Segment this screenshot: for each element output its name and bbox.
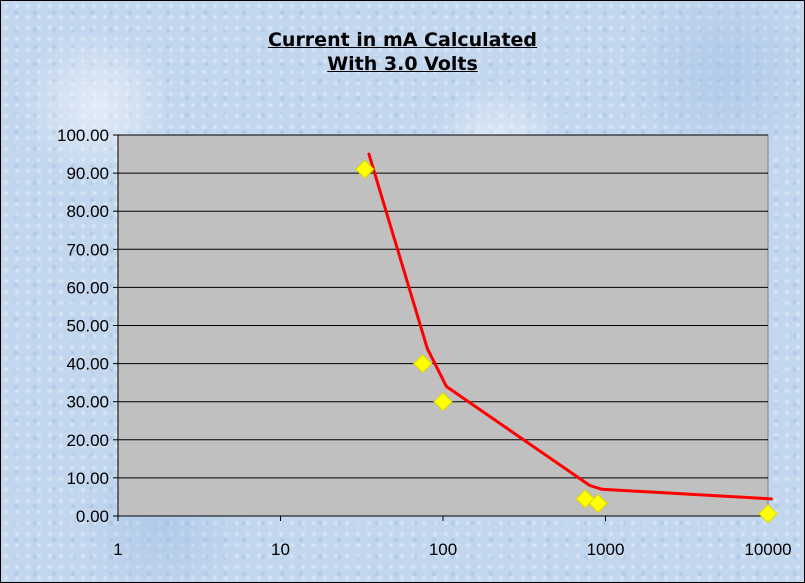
y-tick-label-0: 0.00 xyxy=(76,507,109,526)
x-tick-label-1: 10 xyxy=(271,540,290,559)
data-point-0 xyxy=(355,159,375,179)
data-point-4 xyxy=(588,493,608,514)
y-tick-label-5: 50.00 xyxy=(66,317,109,336)
data-point-2 xyxy=(433,391,453,412)
trend-line xyxy=(367,152,773,501)
axes: 0.00 10.00 20.00 30.00 40.00 50.00 60.00 70.00 8… xyxy=(57,126,792,559)
y-tick-label-2: 20.00 xyxy=(66,431,109,450)
data-point-5 xyxy=(758,504,778,524)
series-layer xyxy=(355,152,778,524)
y-tick-label-1: 10.00 xyxy=(66,469,109,488)
y-tick-label-3: 30.00 xyxy=(66,393,109,412)
y-tick-label-10: 100.00 xyxy=(57,126,109,145)
y-tick-label-9: 90.00 xyxy=(66,164,109,183)
x-tick-label-0: 1 xyxy=(113,540,122,559)
y-tick-label-7: 70.00 xyxy=(66,240,109,259)
x-tick-label-2: 100 xyxy=(429,540,457,559)
y-tick-label-8: 80.00 xyxy=(66,202,109,221)
chart-title-line-2: With 3.0 Volts xyxy=(327,53,478,75)
data-point-1 xyxy=(412,353,433,374)
x-tick-label-4: 10000 xyxy=(744,540,791,559)
y-tick-label-4: 40.00 xyxy=(66,355,109,374)
chart-title: Current in mA Calculated With 3.0 Volts xyxy=(0,28,805,76)
chart-title-line-1: Current in mA Calculated xyxy=(267,29,538,51)
x-tick-label-3: 1000 xyxy=(587,540,625,559)
y-tick-label-6: 60.00 xyxy=(66,278,109,297)
